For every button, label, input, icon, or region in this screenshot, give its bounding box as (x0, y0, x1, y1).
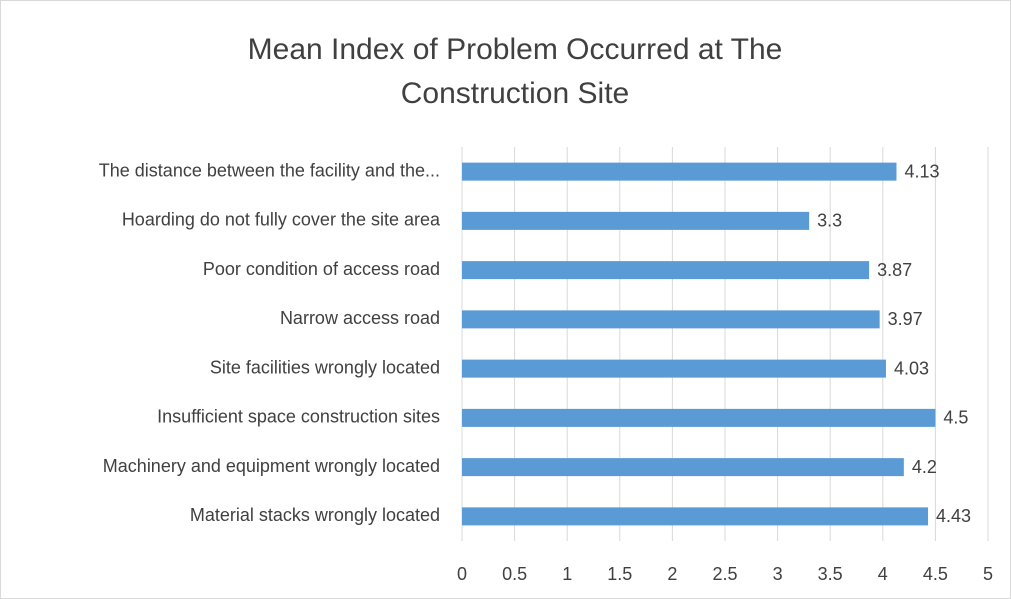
x-tick-label: 0 (457, 564, 467, 584)
data-label: 4.03 (894, 358, 929, 378)
chart-title: Mean Index of Problem Occurred at The Co… (247, 33, 783, 110)
data-label: 4.43 (936, 506, 971, 526)
bar (462, 211, 810, 230)
y-tick-label: Material stacks wrongly located (190, 505, 440, 525)
y-tick-label: Poor condition of access road (203, 259, 440, 279)
y-tick-label: Machinery and equipment wrongly located (103, 456, 440, 476)
bar (462, 458, 904, 477)
x-tick-label: 4.5 (923, 564, 948, 584)
data-label: 3.97 (888, 309, 923, 329)
x-tick-label: 1.5 (607, 564, 632, 584)
x-tick-label: 0.5 (502, 564, 527, 584)
y-tick-label: The distance between the facility and th… (99, 160, 440, 180)
bar (462, 261, 870, 280)
x-tick-label: 5 (983, 564, 993, 584)
bar (462, 408, 936, 427)
y-tick-label: Site facilities wrongly located (210, 357, 440, 377)
bar (462, 310, 880, 329)
bar (462, 162, 897, 181)
x-tick-label: 3.5 (818, 564, 843, 584)
x-tick-label: 4 (878, 564, 888, 584)
x-tick-label: 2.5 (712, 564, 737, 584)
x-tick-label: 2 (667, 564, 677, 584)
data-label: 4.5 (943, 408, 968, 428)
data-label: 3.87 (877, 260, 912, 280)
x-tick-label: 3 (773, 564, 783, 584)
bar (462, 359, 886, 378)
y-tick-label: Insufficient space construction sites (157, 407, 440, 427)
data-label: 3.3 (817, 211, 842, 231)
data-label: 4.13 (904, 161, 939, 181)
bar (462, 507, 929, 526)
y-tick-label: Narrow access road (280, 308, 440, 328)
x-tick-label: 1 (562, 564, 572, 584)
y-tick-label: Hoarding do not fully cover the site are… (122, 210, 441, 230)
data-label: 4.2 (912, 457, 937, 477)
